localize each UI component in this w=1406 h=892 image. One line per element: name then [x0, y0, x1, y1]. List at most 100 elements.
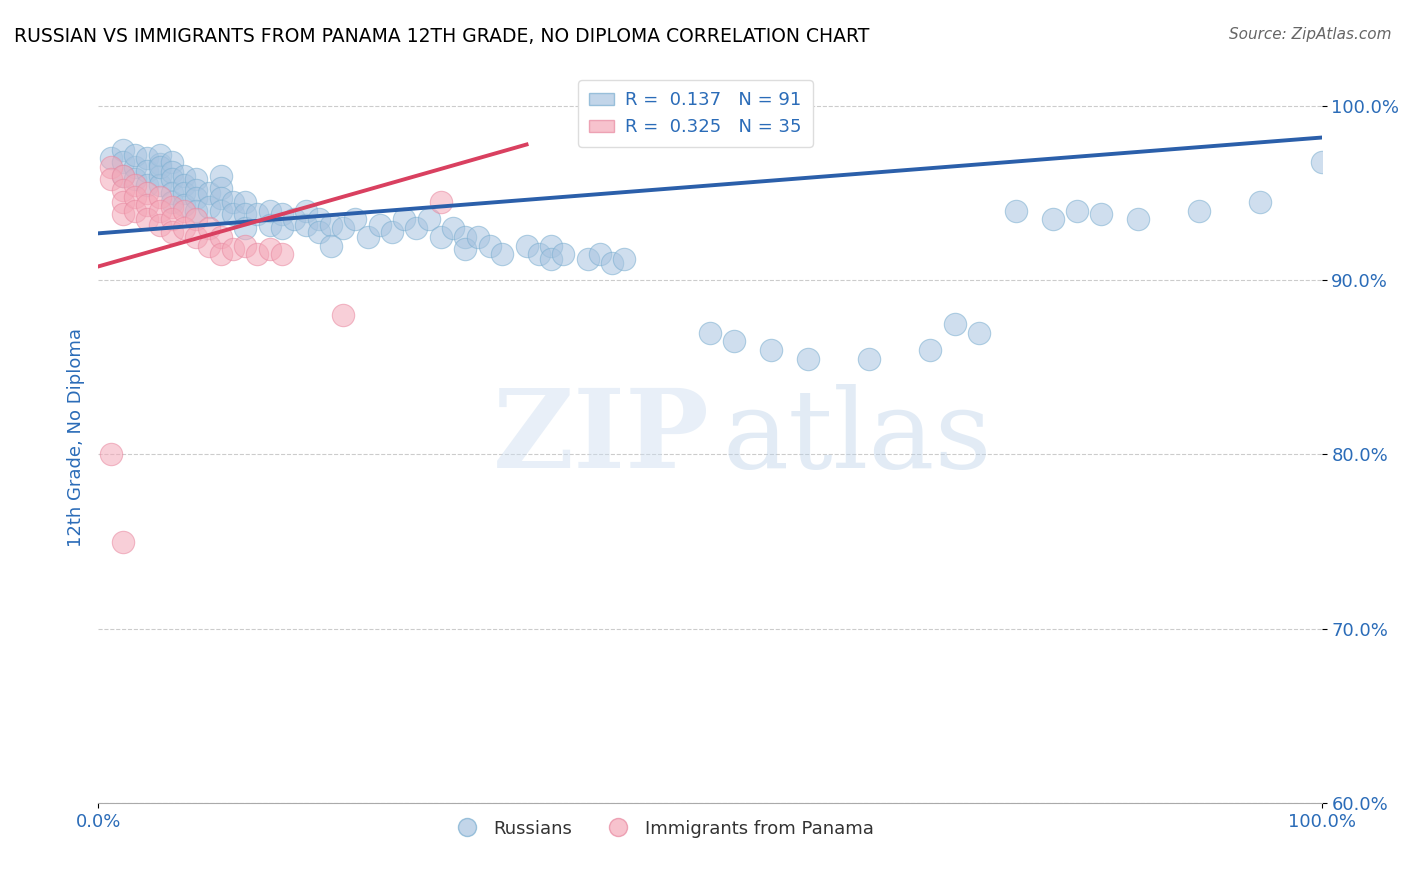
Point — [699, 326, 721, 340]
Point — [100, 448, 122, 462]
Point — [1066, 203, 1088, 218]
Point — [344, 212, 367, 227]
Point — [160, 194, 183, 209]
Point — [319, 218, 342, 232]
Point — [149, 203, 172, 218]
Point — [160, 155, 183, 169]
Text: RUSSIAN VS IMMIGRANTS FROM PANAMA 12TH GRADE, NO DIPLOMA CORRELATION CHART: RUSSIAN VS IMMIGRANTS FROM PANAMA 12TH G… — [14, 27, 869, 45]
Point — [173, 178, 195, 192]
Point — [270, 207, 294, 221]
Point — [233, 238, 256, 252]
Point — [222, 242, 245, 256]
Point — [246, 247, 269, 261]
Point — [186, 212, 208, 227]
Point — [160, 200, 183, 214]
Point — [124, 178, 146, 192]
Point — [149, 190, 172, 204]
Point — [209, 169, 232, 183]
Point — [222, 207, 245, 221]
Point — [111, 207, 134, 221]
Point — [111, 155, 134, 169]
Point — [124, 160, 146, 174]
Point — [797, 351, 820, 366]
Point — [100, 172, 122, 186]
Point — [1310, 155, 1333, 169]
Point — [124, 172, 146, 186]
Text: ZIP: ZIP — [494, 384, 710, 491]
Point — [589, 247, 612, 261]
Point — [209, 181, 232, 195]
Point — [454, 229, 477, 244]
Point — [356, 229, 378, 244]
Point — [233, 194, 256, 209]
Point — [491, 247, 513, 261]
Point — [173, 169, 195, 183]
Point — [430, 229, 453, 244]
Point — [136, 163, 159, 178]
Point — [295, 218, 318, 232]
Point — [197, 221, 219, 235]
Text: atlas: atlas — [723, 384, 991, 491]
Point — [160, 225, 183, 239]
Point — [1090, 207, 1112, 221]
Point — [209, 229, 232, 244]
Point — [540, 238, 562, 252]
Point — [259, 242, 281, 256]
Point — [111, 169, 134, 183]
Point — [124, 203, 146, 218]
Point — [527, 247, 550, 261]
Point — [920, 343, 942, 357]
Point — [111, 143, 134, 157]
Point — [222, 194, 245, 209]
Point — [209, 247, 232, 261]
Legend: Russians, Immigrants from Panama: Russians, Immigrants from Panama — [441, 813, 882, 845]
Point — [441, 221, 464, 235]
Point — [111, 534, 134, 549]
Point — [1188, 203, 1211, 218]
Point — [186, 203, 208, 218]
Point — [332, 308, 354, 322]
Point — [1042, 212, 1064, 227]
Point — [553, 247, 575, 261]
Point — [111, 183, 134, 197]
Point — [332, 221, 354, 235]
Point — [136, 198, 159, 212]
Point — [197, 200, 219, 214]
Point — [368, 218, 391, 232]
Point — [111, 169, 134, 183]
Point — [173, 203, 195, 218]
Point — [319, 238, 342, 252]
Point — [295, 203, 318, 218]
Point — [381, 225, 404, 239]
Point — [392, 212, 416, 227]
Point — [723, 334, 745, 349]
Point — [160, 186, 183, 201]
Point — [943, 317, 966, 331]
Point — [173, 198, 195, 212]
Point — [967, 326, 990, 340]
Point — [136, 152, 159, 166]
Point — [233, 207, 256, 221]
Y-axis label: 12th Grade, No Diploma: 12th Grade, No Diploma — [66, 327, 84, 547]
Point — [186, 192, 208, 206]
Point — [233, 221, 256, 235]
Point — [467, 229, 489, 244]
Point — [209, 203, 232, 218]
Point — [308, 225, 330, 239]
Point — [111, 194, 134, 209]
Point — [515, 238, 537, 252]
Point — [136, 186, 159, 201]
Point — [576, 252, 599, 267]
Point — [149, 148, 172, 162]
Point — [173, 186, 195, 201]
Point — [149, 169, 172, 183]
Point — [1249, 194, 1271, 209]
Point — [149, 218, 172, 232]
Point — [418, 212, 440, 227]
Point — [100, 160, 122, 174]
Point — [149, 160, 172, 174]
Point — [197, 238, 219, 252]
Point — [149, 156, 172, 170]
Point — [283, 212, 305, 227]
Point — [540, 252, 562, 267]
